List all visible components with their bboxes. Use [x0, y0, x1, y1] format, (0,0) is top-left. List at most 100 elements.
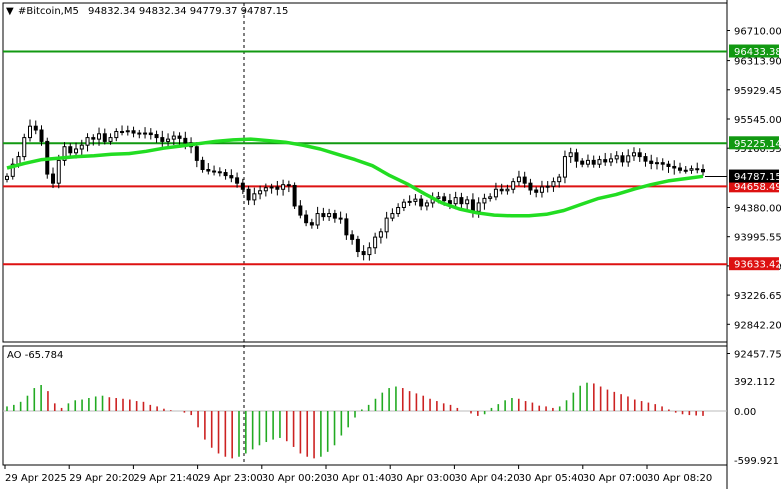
candle-body	[229, 175, 234, 179]
candle-body	[608, 158, 613, 163]
candle-body	[51, 173, 56, 184]
time-tick-label: 30 Apr 07:00	[583, 473, 648, 484]
resistance-label: 95225.14	[734, 139, 781, 150]
price-tick-label: 95545.00	[734, 115, 781, 126]
candle-body	[660, 162, 665, 165]
candle-body	[177, 135, 182, 139]
time-tick-label: 29 Apr 2025	[5, 473, 67, 484]
candle-body	[545, 185, 550, 188]
candle-body	[258, 190, 263, 195]
candle-body	[482, 197, 487, 204]
candle-body	[453, 197, 458, 205]
price-tick-label: 96313.90	[734, 57, 781, 68]
candle-body	[102, 133, 107, 142]
candle-body	[493, 188, 498, 198]
ao-level-label: 392.112	[734, 377, 775, 388]
candle-body	[597, 159, 602, 165]
candle-body	[407, 200, 412, 203]
candle-body	[125, 130, 130, 133]
candle-body	[585, 159, 590, 165]
candle-body	[309, 222, 314, 226]
candle-body	[511, 181, 516, 190]
time-tick-label: 30 Apr 05:40	[519, 473, 584, 484]
candle-body	[424, 202, 429, 207]
resistance-label-bg	[729, 44, 779, 58]
candle-body	[401, 201, 406, 208]
candle-body	[505, 188, 510, 192]
candle-body	[470, 199, 475, 212]
candle-body	[499, 188, 504, 192]
time-tick-label: 29 Apr 23:00	[198, 473, 263, 484]
current-price-label: 94787.15	[734, 172, 781, 183]
candle-body	[56, 159, 61, 184]
support-label-bg	[729, 179, 779, 193]
candle-body	[396, 206, 401, 215]
candle-body	[603, 159, 608, 163]
candle-body	[384, 217, 389, 233]
candle-body	[551, 181, 556, 187]
candle-body	[413, 198, 418, 202]
moving-average-line	[6, 137, 704, 218]
candle-body	[465, 199, 470, 205]
candle-body	[677, 167, 682, 171]
candle-body	[74, 148, 79, 154]
time-tick-label: 29 Apr 21:40	[133, 473, 198, 484]
candle-body	[131, 130, 136, 134]
candle-body	[28, 125, 33, 139]
candle-body	[235, 177, 240, 184]
candle-body	[269, 186, 274, 189]
candle-body	[143, 132, 148, 135]
candle-body	[654, 162, 659, 165]
candle-body	[516, 176, 521, 183]
oscillator-panel-frame	[2, 345, 728, 466]
candle-body	[281, 184, 286, 190]
candle-body	[355, 238, 360, 253]
candle-body	[373, 236, 378, 249]
candle-body	[344, 218, 349, 236]
candle-body	[626, 155, 631, 163]
candle-body	[378, 231, 383, 238]
candle-body	[252, 193, 257, 201]
candle-body	[263, 187, 268, 192]
candle-body	[246, 188, 251, 201]
price-tick-label: 95929.45	[734, 86, 781, 97]
candle-body	[534, 189, 539, 193]
candle-body	[447, 200, 452, 205]
candle-body	[332, 213, 337, 219]
ao-level-label: -599.921	[734, 456, 779, 467]
time-tick-label: 30 Apr 03:00	[390, 473, 455, 484]
candle-body	[327, 213, 332, 218]
candle-body	[62, 146, 67, 161]
candle-body	[591, 159, 596, 165]
candle-body	[321, 213, 326, 218]
candle-body	[574, 152, 579, 162]
candle-body	[206, 169, 211, 172]
support-label: 94658.49	[734, 182, 781, 193]
ao-level-label: 0.00	[734, 407, 756, 418]
candle-body	[649, 160, 654, 164]
candle-body	[194, 146, 199, 161]
candle-body	[695, 168, 700, 171]
candle-body	[476, 202, 481, 212]
candle-body	[315, 213, 320, 226]
candle-body	[442, 196, 447, 202]
candle-body	[689, 168, 694, 171]
candle-body	[148, 132, 153, 136]
candle-body	[298, 205, 303, 216]
time-tick-label: 29 Apr 20:20	[69, 473, 134, 484]
price-tick-label: 96710.00	[734, 27, 781, 38]
candle-body	[683, 169, 688, 172]
price-tick-label: 92457.75	[734, 350, 781, 361]
candle-body	[33, 125, 38, 131]
candle-body	[108, 137, 113, 142]
candle-body	[97, 133, 102, 140]
candle-body	[488, 196, 493, 199]
candle-body	[217, 171, 222, 174]
time-tick-label: 30 Apr 04:20	[454, 473, 519, 484]
candle-body	[436, 196, 441, 199]
candle-body	[79, 144, 84, 150]
candle-body	[166, 138, 171, 142]
ohlc-values: 94832.34 94832.34 94779.37 94787.15	[88, 6, 288, 17]
